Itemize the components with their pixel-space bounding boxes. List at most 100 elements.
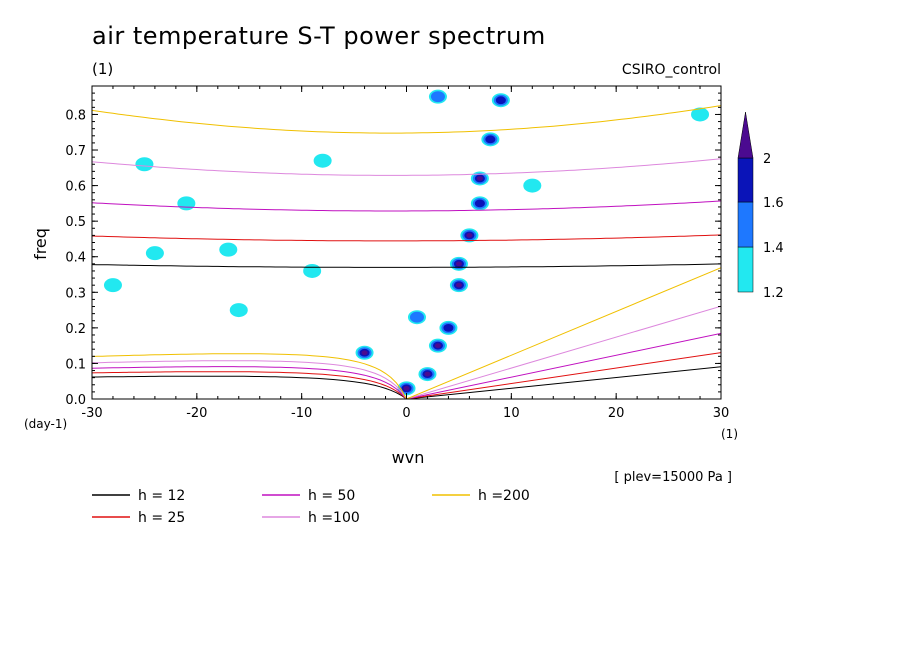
x-tick-label: 10 <box>503 406 520 421</box>
spectrum-blob <box>397 381 416 396</box>
spectrum-blobs <box>103 89 710 396</box>
colorbar-label: 1.2 <box>763 286 784 301</box>
rossby-curve <box>92 360 407 399</box>
spectrum-blob <box>407 310 426 325</box>
spectrum-blob <box>355 345 374 360</box>
y-tick-label: 0.0 <box>65 393 86 408</box>
spectrum-blob <box>523 178 542 193</box>
legend-label: h =100 <box>308 510 360 526</box>
colorbar: 1.2 1.4 1.6 2 <box>737 111 784 301</box>
blob-level-3 <box>476 176 483 181</box>
x-tick-label: -20 <box>186 406 207 421</box>
x-tick-label: 30 <box>713 406 730 421</box>
blob-level-0 <box>219 242 238 257</box>
blob-level-2 <box>485 135 496 144</box>
y-tick-label: 0.2 <box>65 322 86 337</box>
curve-50 <box>92 200 721 399</box>
gravity-curve <box>92 234 721 242</box>
spectrum-blob <box>470 196 489 211</box>
spectrum-blob <box>428 89 447 104</box>
chart-title: air temperature S-T power spectrum <box>92 22 546 50</box>
curve-100 <box>92 158 721 399</box>
colorbar-extension <box>737 111 754 159</box>
y-tick-label: 0.7 <box>65 144 86 159</box>
legend-label: h = 25 <box>138 510 185 526</box>
rossby-curve <box>92 353 407 399</box>
kelvin-curve <box>406 305 721 399</box>
x-unit-label: (1) <box>721 427 738 441</box>
spectrum-blob <box>439 320 458 335</box>
blob-level-0 <box>135 157 154 172</box>
blob-level-3 <box>424 371 431 377</box>
chart-subtitle: (1) <box>92 60 114 78</box>
colorbar-label: 1.6 <box>763 196 784 211</box>
y-tick-label: 0.3 <box>65 286 86 301</box>
legend-label: h = 50 <box>308 488 355 504</box>
blob-level-2 <box>474 199 485 208</box>
spectrum-blob <box>135 157 154 172</box>
blob-level-0 <box>313 153 332 168</box>
blob-level-0 <box>691 107 710 122</box>
spectrum-blob <box>470 171 489 186</box>
legend: h = 12 h = 25 h = 50 h =100 h =200 <box>92 488 530 526</box>
curve-200 <box>92 105 721 399</box>
y-unit-label: (day-1) <box>24 417 67 431</box>
spectrum-blob <box>229 303 248 318</box>
blob-level-1 <box>430 91 445 103</box>
curve-12 <box>92 263 721 399</box>
legend-label: h =200 <box>478 488 530 504</box>
x-tick-label: 0 <box>402 406 410 421</box>
colorbar-swatch <box>737 157 754 203</box>
blob-level-0 <box>229 303 248 318</box>
level-note: [ plev=15000 Pa ] <box>614 470 732 485</box>
blob-level-3 <box>434 343 442 349</box>
spectrum-blob <box>428 338 447 353</box>
blob-level-3 <box>361 350 368 356</box>
y-tick-label: 0.4 <box>65 251 86 266</box>
spectrum-blob <box>103 278 122 293</box>
rossby-curve <box>92 371 407 399</box>
spectrum-blob <box>491 93 510 108</box>
colorbar-label: 2 <box>763 152 771 167</box>
blob-level-3 <box>455 282 462 288</box>
axes: -30 -20 -10 0 10 20 30 0.0 0.1 0.2 0.3 0.4 0.5 0.6 0.7… <box>24 86 738 467</box>
y-tick-label: 0.5 <box>65 215 86 230</box>
blob-level-0 <box>145 246 164 261</box>
spectrum-blob <box>145 246 164 261</box>
blob-level-2 <box>495 96 506 105</box>
y-tick-label: 0.8 <box>65 108 86 123</box>
legend-label: h = 12 <box>138 488 185 504</box>
blob-level-0 <box>177 196 196 211</box>
gravity-curve <box>92 158 721 176</box>
spectrum-blob <box>449 278 468 293</box>
colorbar-swatch <box>737 246 754 293</box>
spectrum-blob <box>177 196 196 211</box>
blob-level-3 <box>403 385 410 391</box>
blob-level-1 <box>409 311 425 323</box>
spectrum-blob <box>449 256 468 271</box>
rossby-curve <box>92 366 407 399</box>
gravity-curve <box>92 263 721 268</box>
colorbar-swatch <box>737 201 754 248</box>
blob-level-3 <box>466 233 473 238</box>
x-tick-label: 20 <box>608 406 625 421</box>
blob-level-3 <box>455 261 462 267</box>
blob-level-2 <box>443 323 454 332</box>
blob-level-0 <box>103 278 122 293</box>
spectrum-blob <box>418 367 437 382</box>
legend-item: h = 12 <box>92 488 185 504</box>
spectrum-blob <box>303 263 322 278</box>
legend-item: h = 50 <box>262 488 355 504</box>
kelvin-curve <box>406 352 721 399</box>
colorbar-label: 1.4 <box>763 241 784 256</box>
kelvin-curve <box>406 267 721 399</box>
gravity-curve <box>92 105 721 134</box>
legend-item: h =100 <box>262 510 360 526</box>
y-axis-title: freq <box>31 228 50 260</box>
curve-25 <box>92 234 721 399</box>
x-tick-label: -30 <box>81 406 102 421</box>
blob-level-0 <box>303 263 322 278</box>
spectrum-blob <box>460 228 479 243</box>
spectrum-blob <box>691 107 710 122</box>
rossby-curve <box>92 375 407 399</box>
